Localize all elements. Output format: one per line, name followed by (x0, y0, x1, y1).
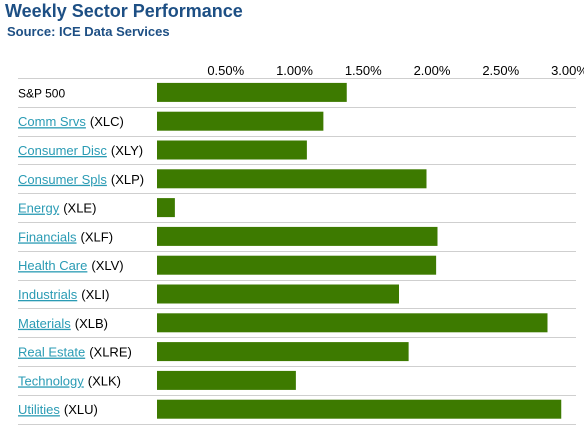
chart-row: Consumer Disc (XLY) (18, 140, 576, 165)
chart-row: S&P 500 (18, 82, 576, 108)
chart-row: Real Estate (XLRE) (18, 342, 576, 367)
performance-bar (157, 342, 409, 362)
x-tick-label: 3.00% (551, 63, 584, 78)
x-tick-label: 2.00% (414, 63, 451, 78)
sector-link[interactable]: Comm Srvs (18, 114, 86, 129)
sector-link[interactable]: Industrials (18, 287, 78, 302)
sector-ticker: (XLP) (111, 172, 144, 187)
x-axis-ticks: 0.50% 1.00% 1.50% 2.00% 2.50% 3.00% (207, 63, 584, 78)
chart-row: Utilities (XLU) (18, 399, 576, 425)
row-label: Energy (XLE) (18, 201, 96, 216)
chart-row: Comm Srvs (XLC) (18, 111, 576, 137)
sector-ticker: (XLC) (90, 114, 124, 129)
row-label: S&P 500 (18, 86, 65, 100)
performance-bar (157, 399, 562, 419)
sector-ticker: (XLE) (63, 201, 96, 216)
chart-row: Materials (XLB) (18, 313, 576, 338)
row-label: Technology (XLK) (18, 373, 121, 388)
chart-row: Health Care (XLV) (18, 255, 576, 281)
sector-link[interactable]: Consumer Spls (18, 172, 107, 187)
chart-row: Consumer Spls (XLP) (18, 169, 576, 194)
row-label: Real Estate (XLRE) (18, 345, 132, 360)
sector-link[interactable]: Real Estate (18, 345, 85, 360)
performance-bar (157, 140, 307, 160)
row-label: Financials (XLF) (18, 229, 113, 244)
performance-bar (157, 313, 548, 333)
chart-title: Weekly Sector Performance (5, 1, 243, 21)
sector-link[interactable]: Utilities (18, 402, 60, 417)
performance-bar (157, 284, 399, 304)
sector-link[interactable]: Consumer Disc (18, 143, 107, 158)
sector-ticker: (XLB) (75, 316, 108, 331)
chart-row: Industrials (XLI) (18, 284, 576, 309)
chart-row: Technology (XLK) (18, 370, 576, 396)
x-tick-label: 1.00% (276, 63, 313, 78)
chart-row: Energy (XLE) (18, 198, 576, 223)
performance-bar (157, 169, 427, 189)
performance-bar (157, 111, 324, 131)
chart-row: Financials (XLF) (18, 226, 576, 252)
sector-ticker: (XLRE) (89, 345, 132, 360)
benchmark-label: S&P 500 (18, 86, 65, 100)
row-label: Health Care (XLV) (18, 258, 124, 273)
x-tick-label: 1.50% (345, 63, 382, 78)
row-label: Comm Srvs (XLC) (18, 114, 124, 129)
performance-bar (157, 226, 438, 246)
performance-bar (157, 198, 175, 218)
performance-bar (157, 82, 347, 102)
sector-link[interactable]: Financials (18, 229, 77, 244)
sector-link[interactable]: Materials (18, 316, 71, 331)
sector-ticker: (XLI) (81, 287, 109, 302)
sector-ticker: (XLY) (111, 143, 143, 158)
sector-ticker: (XLK) (88, 373, 121, 388)
chart-source: Source: ICE Data Services (7, 24, 170, 39)
sector-link[interactable]: Technology (18, 373, 84, 388)
sector-ticker: (XLF) (81, 229, 114, 244)
x-tick-label: 2.50% (482, 63, 519, 78)
performance-bar (157, 370, 296, 390)
row-label: Utilities (XLU) (18, 402, 98, 417)
sector-ticker: (XLU) (64, 402, 98, 417)
sector-link[interactable]: Energy (18, 201, 60, 216)
row-label: Industrials (XLI) (18, 287, 109, 302)
performance-bar (157, 255, 437, 275)
row-label: Consumer Spls (XLP) (18, 172, 144, 187)
row-label: Consumer Disc (XLY) (18, 143, 143, 158)
sector-link[interactable]: Health Care (18, 258, 87, 273)
x-tick-label: 0.50% (207, 63, 244, 78)
row-label: Materials (XLB) (18, 316, 108, 331)
sector-ticker: (XLV) (91, 258, 123, 273)
